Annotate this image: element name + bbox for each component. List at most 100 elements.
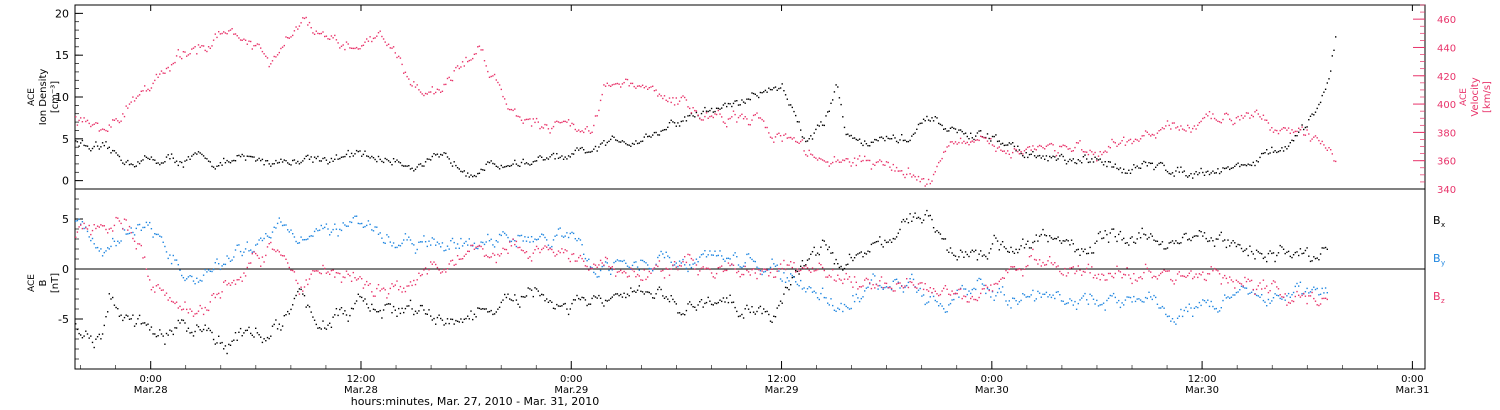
- top-series-black-point: [216, 165, 218, 167]
- top-series-black-point: [635, 140, 637, 142]
- bfield-series-Bz-point: [1259, 282, 1261, 284]
- top-series-black-point: [830, 102, 832, 104]
- top-series-black-point: [1218, 172, 1221, 175]
- bfield-series-Bz-point: [811, 267, 814, 269]
- bfield-series-Bx-point: [214, 343, 216, 345]
- bfield-series-By-point: [1008, 300, 1010, 302]
- top-series-pink-point: [1262, 114, 1265, 116]
- top-series-pink-point: [285, 36, 287, 38]
- bfield-series-Bx-point: [640, 290, 642, 292]
- bfield-series-By-point: [1180, 308, 1182, 311]
- top-series-pink-point: [416, 84, 418, 86]
- top-series-pink-point: [342, 44, 344, 46]
- bfield-series-By-point: [339, 228, 341, 231]
- bfield-series-Bx-point: [1254, 258, 1256, 260]
- bfield-series-Bx-point: [414, 310, 417, 312]
- bfield-series-By-point: [589, 266, 592, 268]
- top-series-black-point: [601, 142, 603, 144]
- top-series-pink-point: [500, 88, 502, 91]
- top-series-black-point: [312, 161, 314, 163]
- bfield-series-By-point: [362, 226, 365, 228]
- top-series-pink-point: [480, 49, 482, 51]
- bfield-series-By-point: [1091, 295, 1093, 297]
- bfield-series-Bz-point: [932, 288, 935, 290]
- top-series-pink-point: [270, 63, 272, 65]
- bfield-series-Bx-point: [1082, 250, 1085, 253]
- bfield-series-By-point: [1313, 286, 1315, 288]
- bfield-series-By-point: [1134, 300, 1137, 303]
- bfield-series-Bz-point: [944, 285, 947, 287]
- bfield-series-Bz-point: [223, 281, 225, 283]
- bfield-series-By-point: [515, 245, 518, 248]
- bfield-series-Bx-point: [1314, 257, 1317, 260]
- bfield-series-By-point: [640, 259, 642, 261]
- top-series-black-point: [574, 149, 576, 152]
- top-series-black-point: [1155, 166, 1157, 168]
- top-series-black-point: [963, 133, 965, 135]
- top-series-black-point: [1027, 156, 1029, 159]
- top-series-black-point: [1040, 157, 1042, 159]
- top-series-black-point: [329, 161, 331, 163]
- bfield-series-Bx-point: [1323, 247, 1325, 249]
- top-series-black-point: [110, 152, 112, 154]
- bfield-series-Bx-point: [510, 299, 513, 301]
- bfield-series-Bz-point: [337, 272, 339, 274]
- top-series-black-point: [954, 128, 957, 130]
- bfield-series-Bz-point: [684, 256, 686, 258]
- bfield-series-Bx-point: [1276, 254, 1278, 257]
- top-series-pink-point: [980, 135, 982, 137]
- bfield-series-By-point: [1012, 297, 1014, 299]
- bfield-series-By-point: [988, 289, 990, 291]
- top-series-pink-point: [379, 30, 381, 32]
- bfield-series-By-point: [416, 248, 418, 251]
- bfield-series-Bz-point: [694, 268, 696, 270]
- bfield-series-Bz-point: [618, 270, 620, 273]
- top-series-black-point: [324, 157, 326, 159]
- bfield-series-Bz-point: [96, 225, 99, 227]
- top-series-black-point: [1227, 166, 1229, 168]
- top-series-pink-point: [541, 126, 543, 128]
- bfield-series-Bz-point: [127, 229, 129, 231]
- bfield-series-Bx-point: [507, 293, 509, 295]
- bfield-series-Bx-point: [187, 327, 190, 329]
- top-series-pink-point: [1119, 142, 1122, 144]
- bfield-series-Bz-point: [874, 287, 876, 289]
- top-series-pink-point: [1197, 124, 1199, 126]
- bfield-series-By-point: [239, 250, 242, 253]
- bfield-series-By-point: [334, 223, 336, 225]
- bfield-series-Bx-point: [293, 297, 296, 300]
- bfield-series-By-point: [162, 241, 164, 243]
- bfield-series-Bz-point: [115, 216, 117, 219]
- bfield-series-Bz-point: [827, 276, 829, 278]
- top-series-black-point: [771, 89, 773, 91]
- top-series-black-point: [1087, 161, 1090, 164]
- bfield-series-Bx-point: [599, 297, 602, 299]
- top-series-black-point: [172, 157, 174, 159]
- bfield-series-By-point: [917, 289, 920, 291]
- top-series-pink-point: [244, 39, 247, 41]
- top-series-black-point: [224, 162, 227, 164]
- bfield-series-By-point: [1054, 297, 1056, 300]
- bfield-series-Bz-point: [906, 278, 908, 280]
- bfield-series-By-point: [623, 259, 625, 262]
- top-series-pink-point: [1146, 131, 1148, 133]
- top-series-black-point: [369, 157, 371, 159]
- bfield-series-Bx-point: [616, 293, 619, 295]
- bfield-series-By-point: [1192, 315, 1194, 317]
- bfield-series-By-point: [1136, 298, 1138, 300]
- bfield-series-Bz-point: [971, 295, 973, 298]
- top-series-black-point: [1144, 161, 1147, 164]
- bfield-series-Bx-point: [490, 309, 492, 312]
- bfield-series-Bz-point: [978, 296, 980, 299]
- top-series-pink-point: [443, 83, 445, 86]
- top-series-black-point: [270, 165, 272, 167]
- bfield-series-Bz-point: [1087, 263, 1090, 266]
- top-series-black-point: [1250, 164, 1253, 167]
- bfield-series-By-point: [1232, 294, 1234, 296]
- left-y-label-line: Ion Density: [38, 69, 49, 126]
- bfield-series-Bx-point: [265, 340, 267, 342]
- top-series-black-point: [265, 160, 267, 162]
- top-series-pink-point: [1124, 144, 1127, 146]
- bfield-series-Bz-point: [128, 225, 131, 228]
- bfield-series-Bx-point: [1274, 260, 1276, 263]
